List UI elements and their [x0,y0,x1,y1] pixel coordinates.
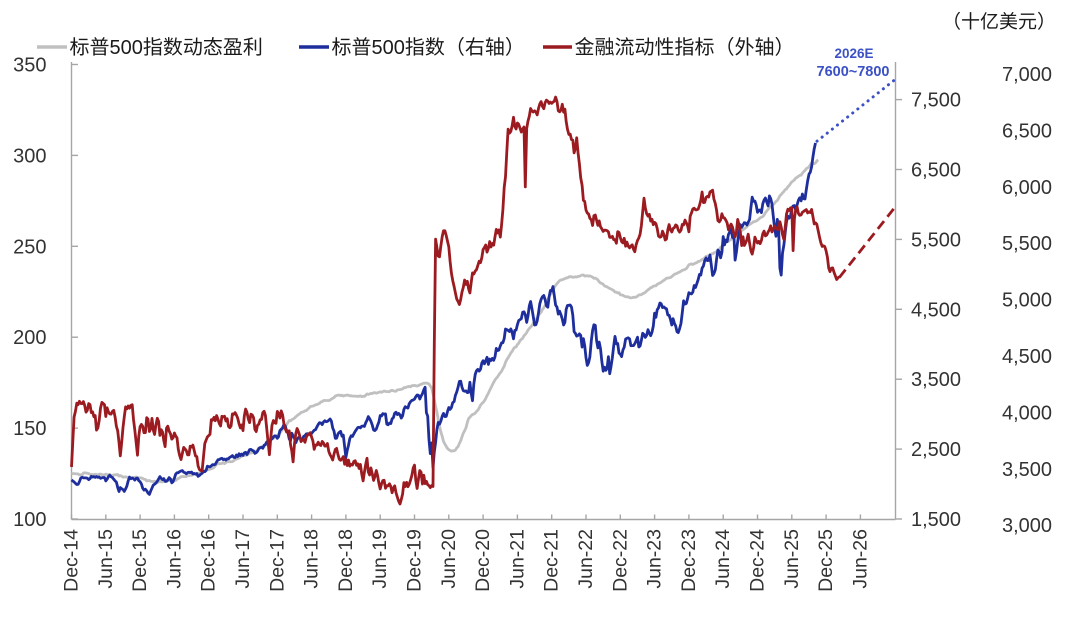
y-right-inner-tick-label: 5,500 [911,229,961,251]
y-right-outer-tick-label: 5,000 [1002,290,1052,312]
y-right-inner-tick-label: 2,500 [911,439,961,461]
y-right-outer-tick-label: 4,000 [1002,402,1052,424]
chart-legend: 标普500指数动态盈利 标普500指数（右轴） 金融流动性指标（外轴） [37,31,795,60]
legend-label-liquidity: 金融流动性指标（外轴） [575,31,795,60]
x-tick-label: Jun-23 [644,529,666,589]
series-liquidity-indicator-forecast [838,206,896,279]
x-tick-label: Jun-25 [781,529,803,589]
y-left-tick-label: 350 [13,55,46,77]
legend-label-sp500: 标普500指数（右轴） [332,31,525,60]
legend-label-forward-eps: 标普500指数动态盈利 [70,31,263,60]
y-right-inner-tick-label: 1,500 [911,509,961,531]
x-tick-label: Dec-21 [541,529,563,592]
y-right-inner-tick-label: 6,500 [911,160,961,182]
series-sp500-index-forecast [815,79,896,143]
y-right-outer-tick-label: 6,000 [1002,177,1052,199]
y-right-outer-tick-label: 3,500 [1002,459,1052,481]
series-sp500-index [70,142,817,496]
x-tick-label: Dec-23 [678,529,700,592]
x-tick-label: Dec-17 [266,529,288,592]
y-left-tick-label: 100 [13,509,46,531]
y-left-tick-label: 250 [13,236,46,258]
y-right-outer-tick-label: 4,500 [1002,346,1052,368]
annotation-range: 7600~7800 [817,64,890,80]
axis-ticks [70,63,902,520]
x-tick-label: Dec-19 [404,529,426,592]
y-right-outer-tick-label: 6,500 [1002,120,1052,142]
x-tick-label: Jun-16 [163,529,185,589]
x-tick-label: Dec-24 [747,529,769,592]
x-tick-label: Jun-18 [301,529,323,589]
plot-series [70,79,896,506]
y-right-inner-tick-label: 7,500 [911,90,961,112]
x-tick-label: Jun-22 [575,529,597,589]
x-tick-label: Jun-20 [438,529,460,589]
y-right-outer-tick-label: 3,000 [1002,515,1052,537]
x-tick-label: Dec-22 [609,529,631,592]
y-left-tick-label: 150 [13,418,46,440]
series-sp500-forward-eps [71,158,820,484]
x-tick-label: Dec-15 [129,529,151,592]
x-tick-label: Dec-14 [61,529,83,592]
x-tick-label: Jun-19 [369,529,391,589]
forecast-annotation: 2026E 7600~7800 [817,46,890,80]
x-tick-label: Dec-18 [335,529,357,592]
axis-tick-labels: 100 150 200 250 300 350 1,500 2,500 3,500 4,500 5,… [13,55,1052,592]
x-tick-label: Jun-21 [506,529,528,589]
x-tick-label: Jun-17 [232,529,254,589]
y-right-outer-tick-label: 5,500 [1002,233,1052,255]
y-right-outer-tick-label: 7,000 [1002,64,1052,86]
y-left-tick-label: 300 [13,145,46,167]
y-right-inner-tick-label: 4,500 [911,299,961,321]
x-tick-label: Dec-20 [472,529,494,592]
x-tick-label: Dec-16 [198,529,220,592]
series-liquidity-indicator [70,95,841,506]
annotation-year: 2026E [834,46,873,61]
y-right-inner-tick-label: 3,500 [911,369,961,391]
unit-label: （十亿美元） [942,7,1056,34]
x-tick-label: Jun-26 [849,529,871,589]
y-left-tick-label: 200 [13,327,46,349]
x-tick-label: Jun-15 [95,529,117,589]
x-tick-label: Dec-25 [815,529,837,592]
x-tick-label: Jun-24 [712,529,734,589]
